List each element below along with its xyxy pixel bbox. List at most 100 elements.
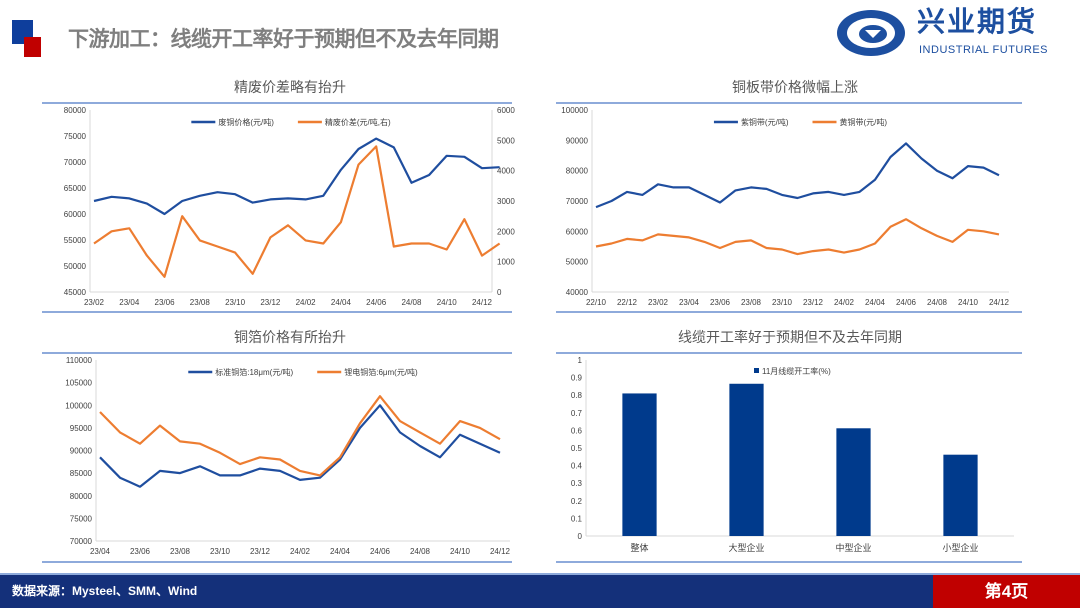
y-tick-label: 0.1 xyxy=(571,514,583,523)
x-tick-label: 24/10 xyxy=(437,298,458,307)
series-line-1 xyxy=(99,395,501,477)
scrap-copper-chart: 4500050000550006000065000700007500080000… xyxy=(42,102,515,313)
chart4-title: 线缆开工率好于预期但不及去年同期 xyxy=(678,330,902,346)
x-tick-label: 23/06 xyxy=(130,547,151,556)
chart1-title: 精废价差略有抬升 xyxy=(234,80,346,96)
x-tick-label: 22/12 xyxy=(617,298,638,307)
x-tick-label: 23/08 xyxy=(190,298,211,307)
y-tick-label: 1 xyxy=(578,356,583,365)
x-tick-label: 23/04 xyxy=(90,547,111,556)
x-tick-label: 24/10 xyxy=(958,298,979,307)
y-right-tick-label: 0 xyxy=(497,288,502,297)
logo-text-cn: 兴业期货 xyxy=(917,5,1038,38)
y-tick-label: 0 xyxy=(578,532,583,541)
legend-label-1: 黄铜带(元/吨) xyxy=(840,117,888,127)
x-tick-label: 24/10 xyxy=(450,547,471,556)
y-tick-label: 80000 xyxy=(70,492,93,501)
y-tick-label: 90000 xyxy=(70,447,93,456)
x-tick-label: 23/08 xyxy=(741,298,762,307)
copper-foil-chart: 70000 75000 80000 85000 90000 95000 100000 1050… xyxy=(42,352,512,563)
y-tick-label: 60000 xyxy=(64,210,87,219)
x-tick-label: 24/08 xyxy=(410,547,431,556)
y-tick-label: 90000 xyxy=(566,136,589,145)
x-tick-label: 24/06 xyxy=(370,547,391,556)
y-tick-label: 0.2 xyxy=(571,497,583,506)
x-tick-label: 23/12 xyxy=(803,298,824,307)
y-tick-label: 50000 xyxy=(64,262,87,271)
y-tick-label: 0.9 xyxy=(571,374,583,383)
logo-text-en: INDUSTRIAL FUTURES xyxy=(919,44,1048,56)
x-tick-label: 23/08 xyxy=(170,547,191,556)
y-tick-label: 0.4 xyxy=(571,462,583,471)
x-tick-label: 24/12 xyxy=(472,298,493,307)
legend-label: 11月线缆开工率(%) xyxy=(762,366,831,376)
legend-swatch xyxy=(754,368,759,373)
y-tick-label: 75000 xyxy=(64,132,87,141)
y-tick-label: 80000 xyxy=(566,167,589,176)
y-tick-label: 55000 xyxy=(64,236,87,245)
x-tick-label: 24/12 xyxy=(490,547,511,556)
x-category-label: 小型企业 xyxy=(942,542,978,553)
y-tick-label: 85000 xyxy=(70,469,93,478)
x-tick-label: 24/06 xyxy=(366,298,387,307)
bar-0 xyxy=(622,393,657,536)
y-tick-label: 0.7 xyxy=(571,409,583,418)
page-number: 第4页 xyxy=(933,575,1080,608)
y-tick-label: 0.3 xyxy=(571,479,583,488)
y-right-tick-label: 4000 xyxy=(497,167,515,176)
series-line-0 xyxy=(93,137,500,216)
y-tick-label: 105000 xyxy=(65,379,92,388)
y-right-tick-label: 5000 xyxy=(497,136,515,145)
x-category-label: 大型企业 xyxy=(728,542,764,553)
x-tick-label: 23/02 xyxy=(648,298,669,307)
bar-2 xyxy=(836,428,871,536)
x-category-label: 整体 xyxy=(630,542,648,553)
legend-label-0: 标准铜箔:18μm(元/吨) xyxy=(215,367,293,377)
y-tick-label: 95000 xyxy=(70,424,93,433)
y-tick-label: 0.5 xyxy=(571,444,583,453)
y-tick-label: 70000 xyxy=(70,537,93,546)
y-tick-label: 0.8 xyxy=(571,391,583,400)
logo-swirl-icon xyxy=(837,10,905,56)
series-line-1 xyxy=(93,145,501,278)
x-tick-label: 24/12 xyxy=(989,298,1010,307)
bar-1 xyxy=(729,383,764,536)
x-tick-label: 24/04 xyxy=(330,547,351,556)
x-tick-label: 24/02 xyxy=(296,298,317,307)
x-tick-label: 23/12 xyxy=(260,298,281,307)
copper-strip-chart: 40000 50000 60000 70000 80000 90000 100000 22/1… xyxy=(556,102,1022,313)
y-tick-label: 75000 xyxy=(70,514,93,523)
x-tick-label: 23/10 xyxy=(772,298,793,307)
legend-label-1: 精废价差(元/吨,右) xyxy=(325,117,391,127)
x-tick-label: 23/02 xyxy=(84,298,105,307)
y-tick-label: 70000 xyxy=(566,197,589,206)
chart2-title: 铜板带价格微幅上涨 xyxy=(732,80,858,96)
x-tick-label: 22/10 xyxy=(586,298,607,307)
bar-3 xyxy=(943,454,978,536)
x-tick-label: 23/12 xyxy=(250,547,271,556)
y-right-tick-label: 1000 xyxy=(497,258,515,267)
data-source: 数据来源：Mysteel、SMM、Wind xyxy=(12,584,198,598)
y-tick-label: 60000 xyxy=(566,227,589,236)
y-tick-label: 70000 xyxy=(64,158,87,167)
x-category-label: 中型企业 xyxy=(835,542,871,553)
y-right-tick-label: 6000 xyxy=(497,106,515,115)
legend-label-0: 废铜价格(元/吨) xyxy=(218,117,274,127)
y-tick-label: 80000 xyxy=(64,106,87,115)
x-tick-label: 23/04 xyxy=(679,298,700,307)
x-tick-label: 23/06 xyxy=(710,298,731,307)
series-line-0 xyxy=(595,142,1000,209)
y-right-tick-label: 3000 xyxy=(497,197,515,206)
y-tick-label: 45000 xyxy=(64,288,87,297)
chart3-title: 铜箔价格有所抬升 xyxy=(234,330,346,346)
y-tick-label: 65000 xyxy=(64,184,87,193)
footer-bar: 数据来源：Mysteel、SMM、Wind 第4页 xyxy=(0,573,1080,608)
series-line-0 xyxy=(99,404,501,488)
x-tick-label: 23/10 xyxy=(225,298,246,307)
x-tick-label: 23/04 xyxy=(119,298,140,307)
company-logo: 兴业期货 INDUSTRIAL FUTURES xyxy=(835,6,1070,60)
y-right-tick-label: 2000 xyxy=(497,227,515,236)
x-tick-label: 24/04 xyxy=(865,298,886,307)
x-tick-label: 24/08 xyxy=(927,298,948,307)
x-tick-label: 23/06 xyxy=(155,298,176,307)
